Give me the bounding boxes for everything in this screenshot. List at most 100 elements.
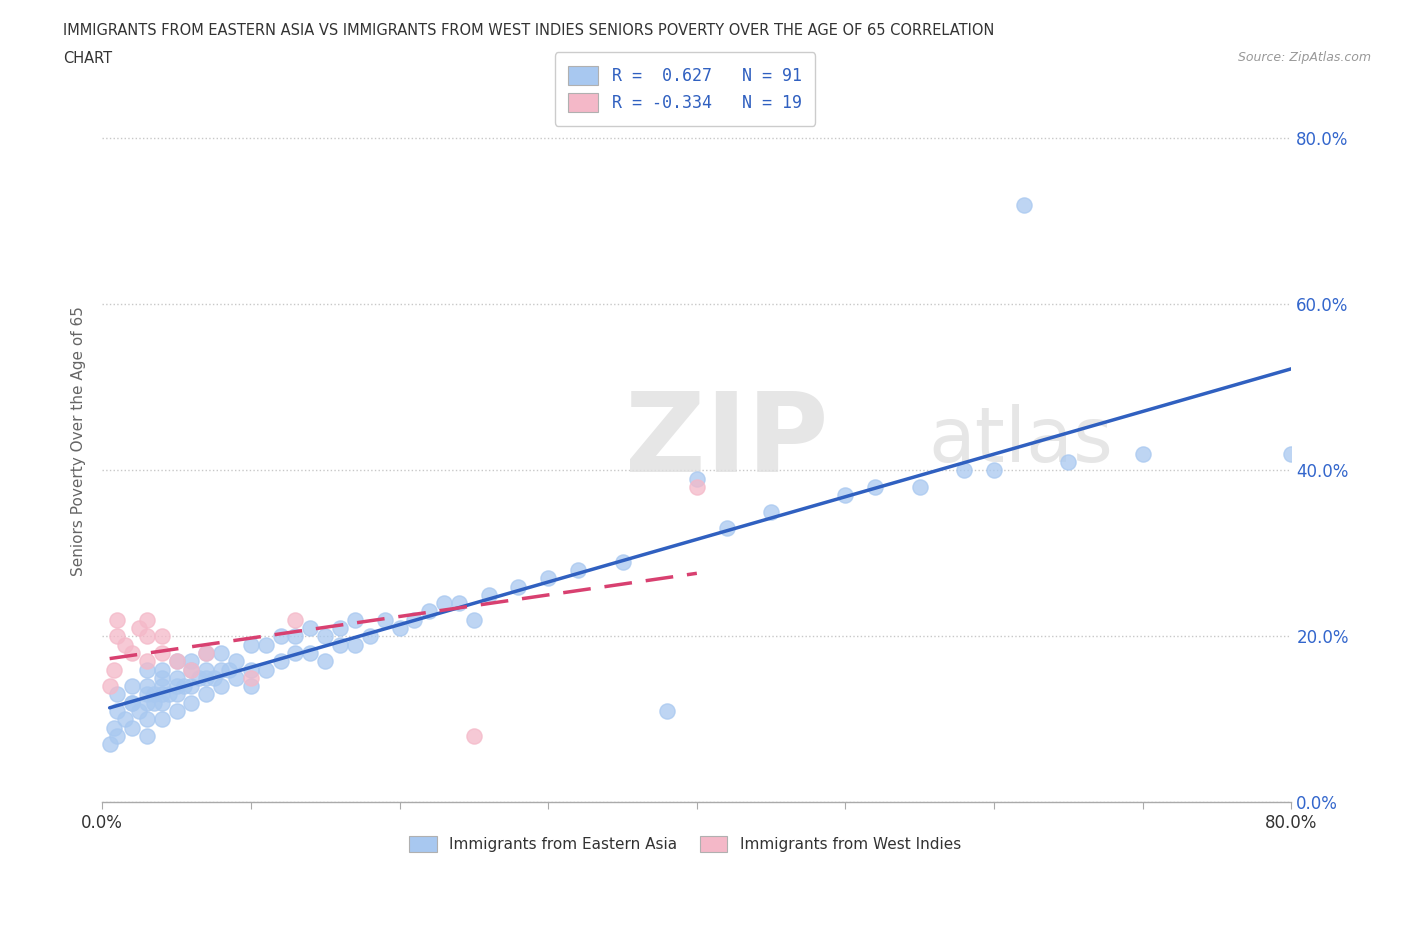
Y-axis label: Seniors Poverty Over the Age of 65: Seniors Poverty Over the Age of 65 [72,306,86,577]
Point [98,679,121,694]
Text: CHART: CHART [63,51,112,66]
Text: atlas: atlas [929,405,1114,478]
Point [1057,455,1080,470]
Point [1012,197,1035,212]
Text: Source: ZipAtlas.com: Source: ZipAtlas.com [1237,51,1371,64]
Point [150,687,173,702]
Point [478,588,501,603]
Point [463,612,485,627]
Point [463,728,485,743]
Text: ZIP: ZIP [626,388,830,495]
Point [150,645,173,660]
Point [166,654,188,669]
Point [284,612,307,627]
Point [135,629,157,644]
Point [166,671,188,685]
Text: IMMIGRANTS FROM EASTERN ASIA VS IMMIGRANTS FROM WEST INDIES SENIORS POVERTY OVER: IMMIGRANTS FROM EASTERN ASIA VS IMMIGRAN… [63,23,994,38]
Point [195,645,218,660]
Point [209,662,232,677]
Point [299,645,322,660]
Point [166,654,188,669]
Point [150,696,173,711]
Point [374,612,396,627]
Point [343,637,366,652]
Point [209,645,232,660]
Point [953,463,976,478]
Point [150,629,173,644]
Point [180,679,202,694]
Point [195,671,218,685]
Point [121,679,143,694]
Point [103,662,125,677]
Point [150,679,173,694]
Point [686,472,709,486]
Point [284,629,307,644]
Point [388,620,411,635]
Point [143,687,166,702]
Point [314,654,336,669]
Point [187,671,209,685]
Point [418,604,440,618]
Point [209,679,232,694]
Point [908,480,931,495]
Point [225,671,247,685]
Point [195,662,218,677]
Point [433,596,456,611]
Point [655,704,678,719]
Point [299,620,322,635]
Point [166,704,188,719]
Point [508,579,530,594]
Point [343,612,366,627]
Point [270,654,292,669]
Point [284,645,307,660]
Point [329,620,352,635]
Point [195,645,218,660]
Point [863,480,886,495]
Point [1281,446,1303,461]
Point [612,554,634,569]
Point [218,662,240,677]
Point [128,704,150,719]
Point [447,596,470,611]
Point [254,662,277,677]
Point [135,679,157,694]
Point [135,712,157,727]
Point [121,645,143,660]
Point [180,654,202,669]
Point [150,671,173,685]
Point [180,662,202,677]
Point [239,662,262,677]
Point [114,712,136,727]
Point [686,480,709,495]
Point [834,487,856,502]
Point [716,521,738,536]
Point [135,612,157,627]
Point [121,696,143,711]
Point [537,571,560,586]
Point [314,629,336,644]
Point [105,728,128,743]
Point [239,671,262,685]
Point [166,679,188,694]
Point [135,662,157,677]
Point [121,720,143,735]
Point [254,637,277,652]
Point [150,662,173,677]
Point [135,728,157,743]
Point [173,679,195,694]
Point [143,696,166,711]
Point [121,696,143,711]
Legend: Immigrants from Eastern Asia, Immigrants from West Indies: Immigrants from Eastern Asia, Immigrants… [402,829,969,859]
Point [105,704,128,719]
Point [103,720,125,735]
Point [270,629,292,644]
Point [225,654,247,669]
Point [157,687,180,702]
Point [567,563,589,578]
Point [404,612,426,627]
Point [195,687,218,702]
Point [135,654,157,669]
Point [239,637,262,652]
Point [239,679,262,694]
Point [128,620,150,635]
